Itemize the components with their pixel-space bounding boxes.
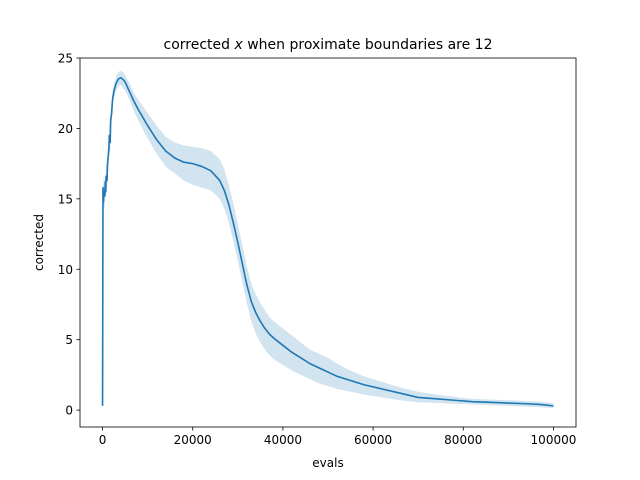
y-tick-label: 5	[65, 333, 73, 347]
axes-frame	[79, 57, 577, 428]
y-tick-label: 0	[65, 404, 73, 418]
plot-area	[101, 70, 554, 408]
x-axis-label: evals	[312, 456, 343, 470]
y-axis: 0 5 10 15 20 25	[58, 52, 80, 418]
x-tick-label: 40000	[264, 433, 302, 447]
chart-title-suffix: when proximate boundaries are 12	[243, 37, 493, 53]
x-tick-label: 0	[99, 433, 107, 447]
y-tick-label: 25	[58, 52, 73, 66]
x-tick-label: 60000	[354, 433, 392, 447]
x-tick-label: 100000	[531, 433, 577, 447]
chart-title-variable: x	[233, 37, 243, 53]
y-tick-label: 20	[58, 122, 73, 136]
y-tick-label: 10	[58, 263, 73, 277]
x-axis: 0 20000 40000 60000 80000 100000	[99, 427, 577, 447]
y-tick-label: 15	[58, 192, 73, 206]
y-axis-label: corrected	[32, 214, 46, 271]
x-tick-label: 20000	[174, 433, 212, 447]
mean-line	[101, 76, 554, 407]
x-tick-label: 80000	[444, 433, 482, 447]
chart-title-prefix: corrected	[164, 37, 235, 53]
chart-title: corrected x when proximate boundaries ar…	[164, 37, 493, 53]
